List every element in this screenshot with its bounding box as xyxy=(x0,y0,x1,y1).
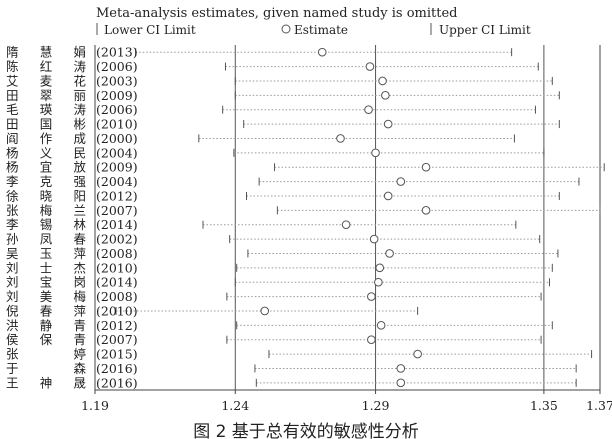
study-name-1: 隋 慧 娟 xyxy=(6,45,86,60)
estimate-point-11 xyxy=(383,191,393,201)
study-year-11: (2012) xyxy=(96,188,138,203)
study-name-10: 李 克 强 xyxy=(6,174,86,189)
study-year-14: (2002) xyxy=(96,232,138,247)
study-name-16: 刘 士 杰 xyxy=(6,260,86,275)
estimate-point-10 xyxy=(396,177,406,186)
study-name-11: 徐 晓 阳 xyxy=(6,188,86,203)
study-year-3: (2003) xyxy=(96,73,138,88)
study-name-20: 洪 静 青 xyxy=(6,318,86,333)
study-name-5: 毛 瑛 涛 xyxy=(6,102,86,117)
study-year-20: (2012) xyxy=(96,318,138,333)
legend: Lower CI Limit Estimate Upper CI Limit xyxy=(96,23,531,37)
estimate-point-4 xyxy=(381,91,390,100)
study-year-10: (2004) xyxy=(96,174,138,189)
study-year-17: (2014) xyxy=(96,275,138,290)
study-name-3: 艾 麦 花 xyxy=(6,73,86,88)
study-year-2: (2006) xyxy=(96,59,138,74)
estimate-point-3 xyxy=(378,76,387,86)
study-year-16: (2010) xyxy=(96,260,138,275)
study-year-19: (2010) xyxy=(96,303,138,318)
estimate-point-20 xyxy=(376,321,386,330)
study-name-6: 田 国 彬 xyxy=(6,117,86,132)
study-name-17: 刘 宝 岗 xyxy=(6,275,86,290)
estimate-point-17 xyxy=(374,277,383,287)
estimate-point-22 xyxy=(413,349,422,359)
study-name-15: 吴 玉 萍 xyxy=(6,246,86,261)
estimate-point-23 xyxy=(396,364,406,373)
study-year-1: (2013) xyxy=(96,45,138,60)
study-year-13: (2014) xyxy=(96,217,138,232)
study-year-12: (2007) xyxy=(96,203,138,218)
legend-estimate-label: Estimate xyxy=(294,23,348,37)
study-name-2: 陈 红 涛 xyxy=(6,59,86,74)
study-name-23: 于 森 xyxy=(6,361,86,376)
study-year-5: (2006) xyxy=(96,102,138,117)
plot-area: 1.19 1.24 1.29 1.35 1.37 隋 慧 娟 (2013) 陈 红 涛 (200… xyxy=(6,45,612,413)
study-year-22: (2015) xyxy=(96,347,138,362)
x-tick-label-4: 1.35 xyxy=(530,398,558,413)
study-name-8: 杨 义 民 xyxy=(6,145,86,160)
estimate-point-15 xyxy=(385,249,394,258)
x-tick-label-1: 1.19 xyxy=(81,398,109,413)
estimate-point-16 xyxy=(375,263,385,273)
figure-caption: 图 2 基于总有效的敏感性分析 xyxy=(193,422,419,439)
estimate-point-7 xyxy=(336,134,345,143)
estimate-point-18 xyxy=(367,292,376,301)
estimate-point-2 xyxy=(365,62,375,71)
estimate-point-13 xyxy=(341,220,351,229)
x-tick-label-2: 1.24 xyxy=(221,398,249,413)
study-year-6: (2010) xyxy=(96,117,138,132)
estimate-point-19 xyxy=(260,306,270,316)
estimate-point-24 xyxy=(396,378,406,388)
estimate-point-1 xyxy=(317,47,327,57)
legend-estimate-mark xyxy=(281,24,291,34)
study-name-4: 田 翠 丽 xyxy=(6,88,86,103)
study-name-7: 阎 作 成 xyxy=(6,131,86,146)
study-year-21: (2007) xyxy=(96,332,138,347)
study-name-13: 李 锡 林 xyxy=(6,217,86,232)
study-name-14: 孙 凤 春 xyxy=(6,232,86,247)
estimate-point-8 xyxy=(371,148,380,158)
study-name-9: 杨 宜 放 xyxy=(6,160,86,175)
study-year-8: (2004) xyxy=(96,145,138,160)
study-year-9: (2009) xyxy=(96,160,138,175)
x-tick-label-3: 1.29 xyxy=(362,398,390,413)
study-year-4: (2009) xyxy=(96,88,138,103)
study-name-19: 倪 春 萍 xyxy=(6,303,86,318)
x-tick-label-5: 1.37 xyxy=(586,398,612,413)
estimate-point-14 xyxy=(369,234,379,244)
study-year-7: (2000) xyxy=(96,131,138,146)
study-year-18: (2008) xyxy=(96,289,138,304)
study-name-24: 王 神 晟 xyxy=(6,375,86,390)
study-name-18: 刘 美 梅 xyxy=(6,289,86,304)
estimate-point-6 xyxy=(383,119,393,129)
study-year-24: (2016) xyxy=(96,375,138,390)
chart-title: Meta-analysis estimates, given named stu… xyxy=(96,6,457,21)
legend-lower-label: Lower CI Limit xyxy=(104,23,196,37)
study-name-22: 张 婷 xyxy=(6,347,86,362)
estimate-point-5 xyxy=(364,105,373,114)
study-name-12: 张 梅 兰 xyxy=(6,203,86,218)
study-name-21: 侯 保 青 xyxy=(6,332,86,347)
estimate-point-12 xyxy=(421,206,431,215)
legend-upper-label: Upper CI Limit xyxy=(439,23,531,37)
study-year-23: (2016) xyxy=(96,361,138,376)
study-year-15: (2008) xyxy=(96,246,138,261)
estimate-point-9 xyxy=(421,162,431,172)
estimate-point-21 xyxy=(367,335,376,344)
